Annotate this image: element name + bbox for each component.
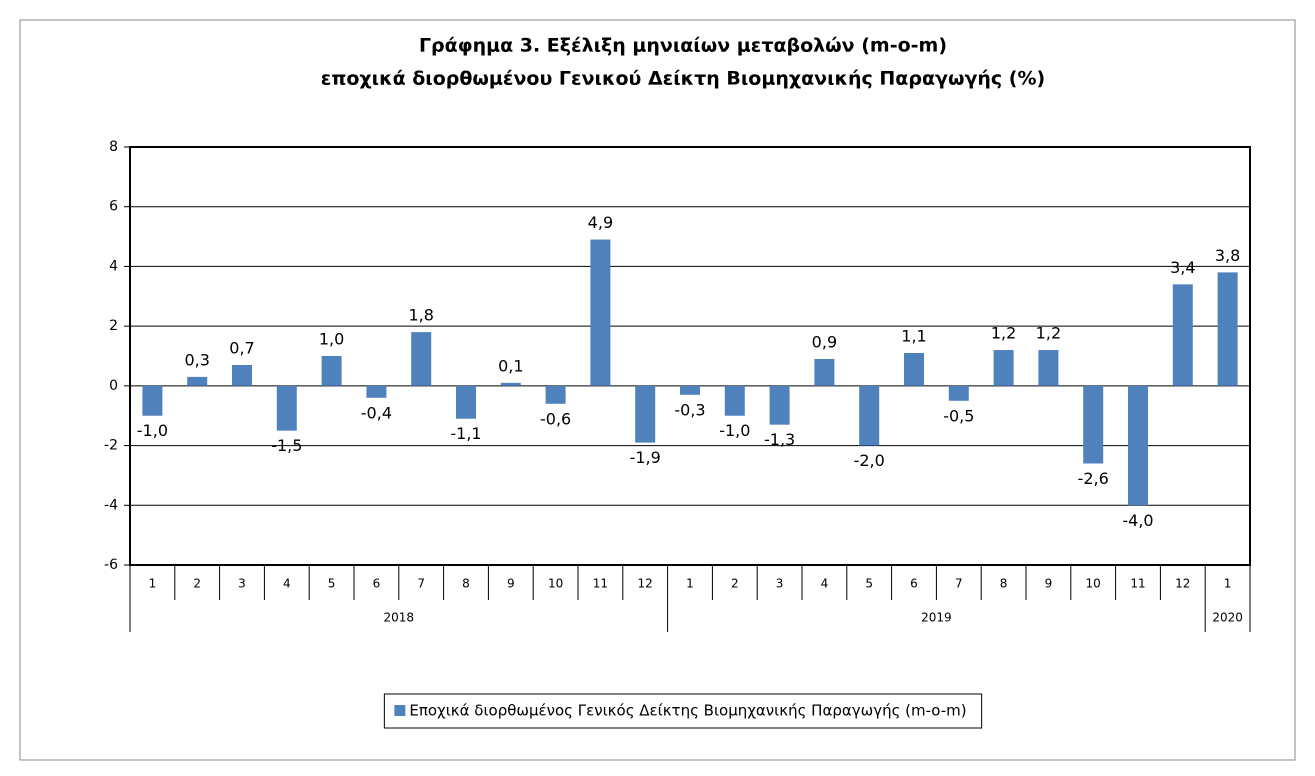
bar bbox=[187, 376, 208, 386]
data-label: 3,8 bbox=[1215, 246, 1240, 265]
bar bbox=[276, 385, 297, 431]
data-label: -1,0 bbox=[719, 421, 750, 440]
x-tick-label: 7 bbox=[417, 577, 425, 591]
x-tick-label: 10 bbox=[1086, 577, 1101, 591]
data-label: 0,9 bbox=[812, 332, 837, 351]
data-label: 1,2 bbox=[991, 324, 1016, 343]
y-tick-label: 6 bbox=[109, 199, 118, 215]
x-tick-label: 3 bbox=[238, 577, 246, 591]
bar bbox=[545, 385, 566, 404]
data-label: 1,8 bbox=[408, 306, 433, 325]
data-label: 0,3 bbox=[184, 350, 209, 369]
x-group-label: 2018 bbox=[384, 611, 415, 625]
data-label: -1,1 bbox=[450, 424, 481, 443]
x-tick-label: 4 bbox=[821, 577, 829, 591]
bar bbox=[948, 385, 969, 401]
y-tick-label: -6 bbox=[104, 557, 118, 573]
x-tick-label: 2 bbox=[193, 577, 201, 591]
bar bbox=[859, 385, 880, 446]
data-label: -4,0 bbox=[1122, 511, 1153, 530]
x-tick-label: 1 bbox=[686, 577, 694, 591]
bar bbox=[411, 332, 432, 386]
data-label: -1,3 bbox=[764, 430, 795, 449]
x-tick-label: 11 bbox=[1130, 577, 1145, 591]
chart-frame bbox=[19, 19, 1296, 761]
x-tick-label: 8 bbox=[462, 577, 470, 591]
x-tick-label: 10 bbox=[548, 577, 563, 591]
bar bbox=[456, 385, 476, 419]
bar bbox=[1038, 350, 1059, 386]
x-tick-label: 3 bbox=[776, 577, 784, 591]
y-tick-label: 2 bbox=[109, 318, 118, 334]
x-tick-label: 5 bbox=[865, 577, 873, 591]
x-tick-label: 2 bbox=[731, 577, 739, 591]
x-tick-label: 9 bbox=[507, 577, 515, 591]
data-label: 1,0 bbox=[319, 330, 344, 349]
data-label: 1,2 bbox=[1036, 324, 1061, 343]
y-tick-label: 0 bbox=[109, 378, 118, 394]
x-tick-label: 11 bbox=[593, 577, 608, 591]
x-tick-label: 7 bbox=[955, 577, 963, 591]
legend-swatch bbox=[394, 705, 406, 716]
bar bbox=[142, 385, 163, 416]
bar bbox=[993, 350, 1014, 386]
legend-label: Εποχικά διορθωμένος Γενικός Δείκτης Βιομ… bbox=[409, 702, 966, 720]
x-tick-label: 1 bbox=[149, 577, 157, 591]
bar bbox=[724, 385, 745, 416]
bar bbox=[321, 356, 342, 386]
x-tick-label: 6 bbox=[910, 577, 918, 591]
data-label: -2,0 bbox=[854, 451, 885, 470]
data-label: -0,6 bbox=[540, 409, 571, 428]
bar bbox=[1172, 284, 1193, 386]
data-label: -0,4 bbox=[361, 403, 392, 422]
x-group-label: 2019 bbox=[921, 611, 952, 625]
data-label: -1,9 bbox=[630, 448, 661, 467]
data-label: 0,7 bbox=[229, 338, 254, 357]
data-label: -0,3 bbox=[674, 400, 705, 419]
x-tick-label: 8 bbox=[1000, 577, 1008, 591]
bar bbox=[814, 358, 835, 386]
bar bbox=[232, 364, 252, 386]
x-tick-label: 5 bbox=[328, 577, 336, 591]
x-group-label: 2020 bbox=[1212, 611, 1243, 625]
bar bbox=[769, 385, 790, 425]
bar bbox=[904, 353, 924, 386]
data-label: -1,5 bbox=[271, 436, 302, 455]
plot-border bbox=[129, 146, 1251, 566]
data-label: 1,1 bbox=[901, 327, 926, 346]
data-label: 3,4 bbox=[1170, 258, 1195, 277]
bar bbox=[500, 382, 521, 386]
chart-title: εποχικά διορθωμένου Γενικού Δείκτη Βιομη… bbox=[321, 68, 1045, 90]
bar bbox=[1217, 272, 1238, 386]
y-tick-label: 8 bbox=[109, 139, 118, 155]
bar bbox=[680, 385, 700, 395]
bar bbox=[1128, 385, 1148, 506]
bar bbox=[590, 239, 611, 386]
data-label: 0,1 bbox=[498, 356, 523, 375]
y-tick-label: -2 bbox=[104, 438, 118, 454]
legend-box bbox=[383, 693, 983, 729]
data-label: -2,6 bbox=[1078, 469, 1109, 488]
x-tick-label: 12 bbox=[638, 577, 653, 591]
chart-title: Γράφημα 3. Εξέλιξη μηνιαίων μεταβολών (m… bbox=[419, 35, 947, 57]
bar bbox=[1083, 385, 1104, 464]
x-tick-label: 12 bbox=[1175, 577, 1190, 591]
x-tick-label: 4 bbox=[283, 577, 291, 591]
bar bbox=[366, 385, 387, 398]
x-tick-label: 6 bbox=[373, 577, 381, 591]
y-tick-label: -4 bbox=[104, 497, 118, 513]
data-label: 4,9 bbox=[588, 213, 613, 232]
bar bbox=[635, 385, 656, 443]
x-tick-label: 1 bbox=[1224, 577, 1232, 591]
data-label: -1,0 bbox=[137, 421, 168, 440]
y-tick-label: 4 bbox=[109, 258, 118, 274]
x-tick-label: 9 bbox=[1045, 577, 1053, 591]
data-label: -0,5 bbox=[943, 406, 974, 425]
